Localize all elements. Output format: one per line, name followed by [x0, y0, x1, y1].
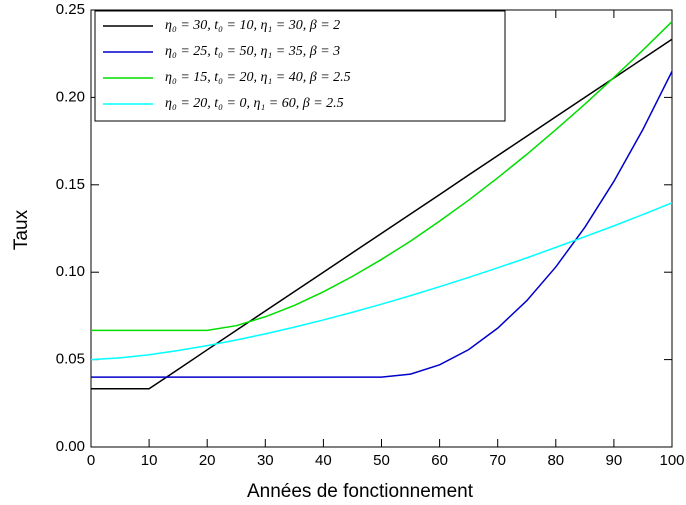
series-line [90, 202, 673, 361]
series-line [91, 21, 673, 332]
y-tick-label: 0.10 [56, 263, 85, 280]
legend-label: η₀ = 25, t₀ = 50, η₁ = 35, β = 3 [165, 44, 340, 59]
y-tick-label: 0.25 [56, 1, 85, 18]
x-tick-label: 0 [87, 452, 95, 469]
x-tick-label: 50 [373, 452, 390, 469]
x-tick-label: 20 [199, 452, 216, 469]
y-tick-label: 0.05 [56, 351, 85, 368]
legend-box [94, 10, 506, 122]
y-tick-label: 0.20 [56, 88, 85, 105]
y-tick-label: 0.00 [56, 438, 85, 455]
legend-label: η₀ = 30, t₀ = 10, η₁ = 30, β = 2 [165, 18, 340, 33]
x-tick-label: 90 [606, 452, 623, 469]
legend-label: η₀ = 15, t₀ = 20, η₁ = 40, β = 2.5 [165, 70, 351, 85]
x-tick-label: 30 [257, 452, 274, 469]
y-axis-label: Taux [11, 209, 32, 250]
x-tick-label: 40 [315, 452, 332, 469]
x-axis-label: Années de fonctionnement [247, 481, 474, 502]
legend-label: η₀ = 20, t₀ = 0, η₁ = 60, β = 2.5 [165, 96, 344, 111]
x-tick-label: 80 [547, 452, 564, 469]
x-tick-label: 100 [659, 452, 684, 469]
x-tick-label: 60 [431, 452, 448, 469]
x-tick-label: 70 [489, 452, 506, 469]
y-tick-label: 0.15 [56, 176, 85, 193]
series-line [91, 38, 673, 390]
x-tick-label: 10 [141, 452, 158, 469]
